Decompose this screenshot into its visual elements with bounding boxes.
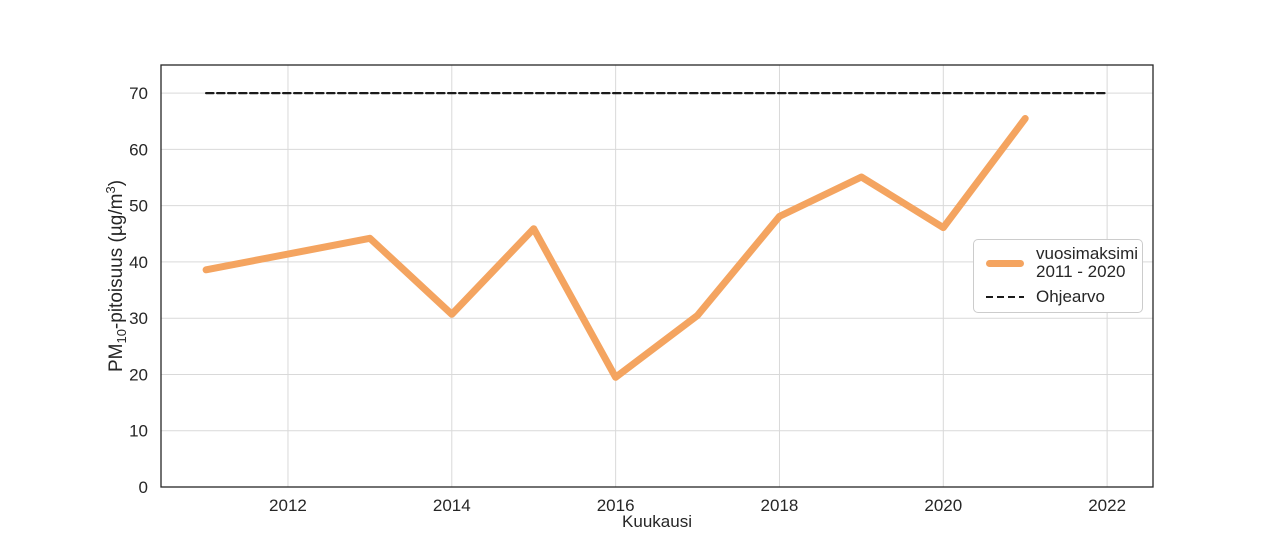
y-tick-label: 0: [139, 478, 148, 497]
legend-item-ohjearvo: Ohjearvo: [980, 288, 1136, 306]
plot-border: [160, 64, 1154, 488]
y-tick-label: 30: [129, 309, 148, 328]
x-tick-label: 2016: [597, 496, 635, 515]
y-axis-label-segment: PM: [106, 343, 127, 373]
legend-label-ohjearvo: Ohjearvo: [1036, 287, 1105, 306]
x-axis-label: Kuukausi: [622, 512, 692, 531]
y-axis-label-segment: 10: [114, 329, 129, 344]
x-tick-label: 2012: [269, 496, 307, 515]
legend-label-line2: 2011 - 2020: [1036, 262, 1126, 281]
y-tick-label: 40: [129, 253, 148, 272]
legend-item-vuosimaksimi: vuosimaksimi 2011 - 2020: [980, 245, 1138, 281]
legend: vuosimaksimi 2011 - 2020 Ohjearvo: [973, 239, 1143, 313]
x-tick-label: 2014: [433, 496, 471, 515]
legend-label-line1: vuosimaksimi: [1036, 244, 1139, 263]
y-tick-label: 20: [129, 365, 148, 384]
y-tick-label: 70: [129, 84, 148, 103]
y-axis-label-segment: 3: [103, 186, 118, 194]
y-axis-label: PM10-pitoisuus (µg/m3): [103, 180, 129, 372]
legend-label-vuosimaksimi: vuosimaksimi 2011 - 2020: [1036, 245, 1138, 281]
y-axis-label-segment: ): [106, 179, 127, 187]
dashed-black-line-swatch-icon: [986, 295, 1024, 299]
y-tick-label: 60: [129, 140, 148, 159]
x-tick-label: 2018: [761, 496, 799, 515]
x-tick-label: 2022: [1088, 496, 1126, 515]
series-line-vuosimaksimi: [202, 115, 1029, 381]
y-tick-label: 10: [129, 422, 148, 441]
y-axis-label-segment: -pitoisuus (µg/m: [106, 193, 127, 330]
y-tick-label: 50: [129, 197, 148, 216]
legend-swatch-column: [980, 295, 1030, 299]
x-tick-label: 2020: [924, 496, 962, 515]
solid-orange-line-swatch-icon: [986, 259, 1024, 267]
legend-swatch-column: [980, 259, 1030, 267]
